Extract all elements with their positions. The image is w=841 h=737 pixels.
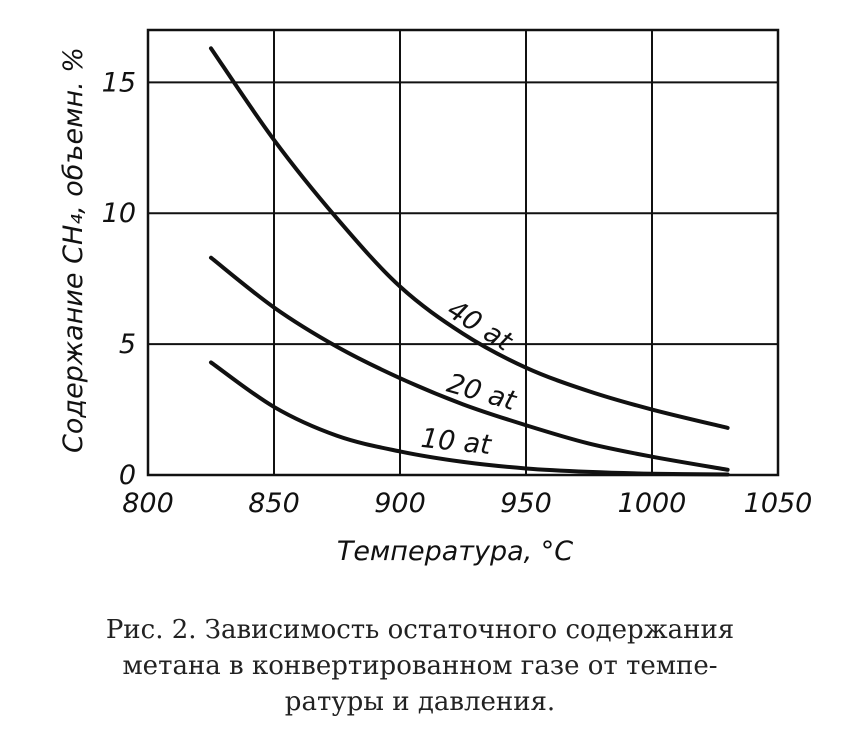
series-line-3 <box>209 360 730 477</box>
series-label-3: 10 at <box>419 423 493 461</box>
y-tick-label: 5 <box>119 329 136 360</box>
x-tick-label: 950 <box>500 488 552 519</box>
series-lines <box>209 46 730 477</box>
grid <box>146 28 780 477</box>
tick-labels: 800 850 900 950 1000 1050 0 5 10 15 <box>102 67 813 519</box>
x-tick-label: 850 <box>248 488 300 519</box>
x-tick-label: 900 <box>374 488 426 519</box>
caption-line-2: метана в конвертированном газе от темпе- <box>122 651 718 681</box>
series-line-1 <box>209 46 730 430</box>
y-tick-label: 10 <box>102 198 136 229</box>
x-tick-label: 1050 <box>744 488 813 519</box>
y-tick-label: 15 <box>102 67 136 98</box>
x-tick-label: 1000 <box>618 488 687 519</box>
x-tick-label: 800 <box>122 488 174 519</box>
y-axis-label: Содержание CH₄, объемн. % <box>58 47 89 453</box>
caption-line-3: ратуры и давления. <box>284 687 556 717</box>
figure-caption: Рис. 2. Зависимость остаточного содержан… <box>40 612 800 720</box>
x-axis-label: Температура, °С <box>337 536 573 567</box>
series-line-2 <box>209 255 730 472</box>
y-tick-label: 0 <box>119 460 136 491</box>
caption-line-1: Рис. 2. Зависимость остаточного содержан… <box>105 615 735 645</box>
series-label-1: 40 at <box>442 294 519 358</box>
